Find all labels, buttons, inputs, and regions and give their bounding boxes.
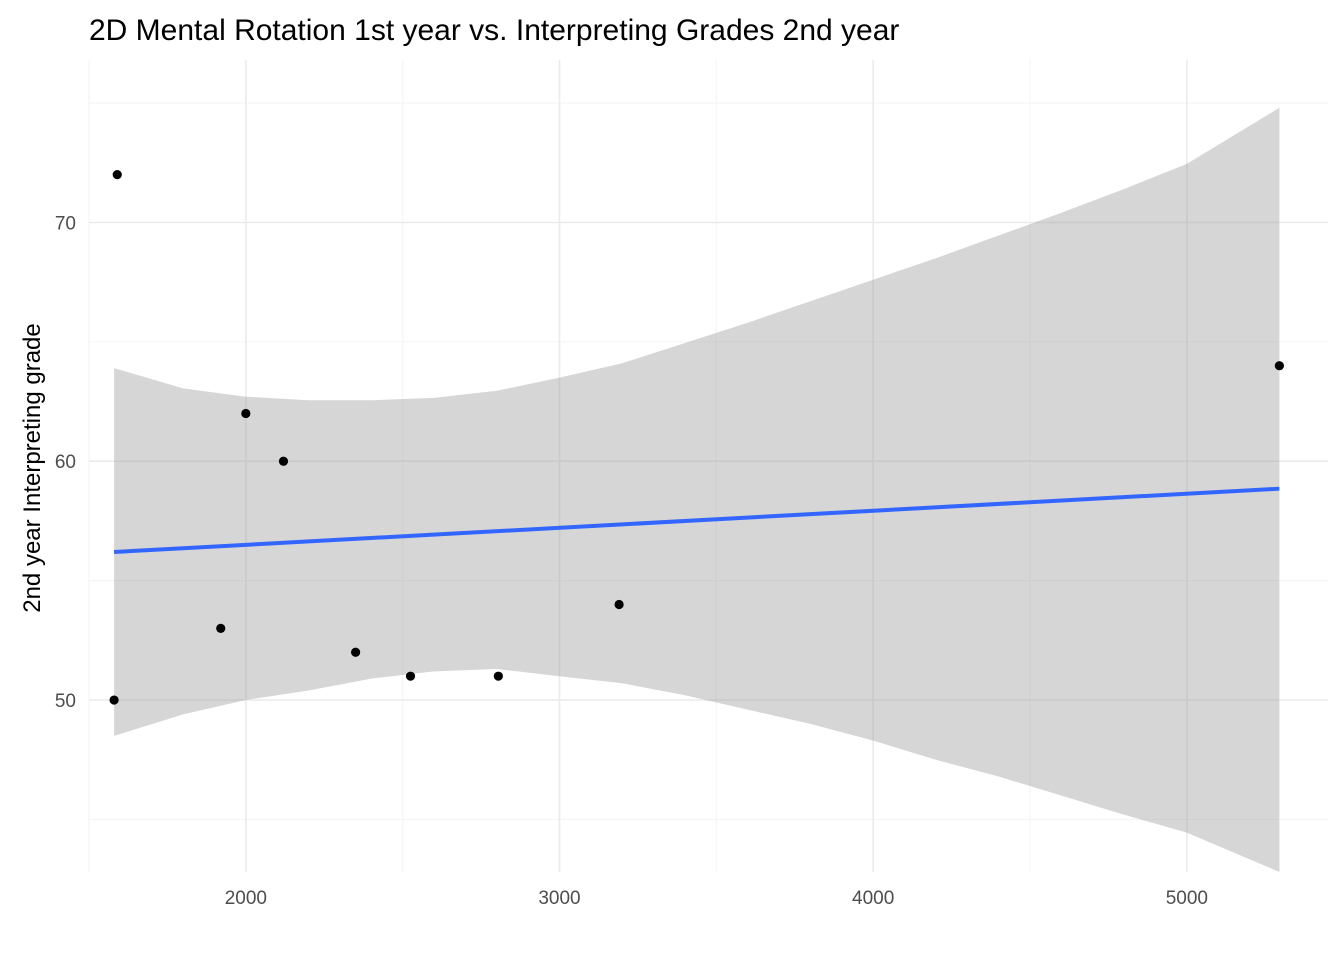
data-point bbox=[216, 623, 226, 634]
data-point bbox=[109, 695, 119, 705]
data-point bbox=[405, 671, 416, 681]
data-point bbox=[351, 647, 361, 657]
x-tick-label: 2000 bbox=[225, 888, 267, 909]
y-tick-label: 50 bbox=[55, 691, 76, 712]
x-tick-label: 5000 bbox=[1166, 888, 1208, 909]
confidence-band bbox=[114, 107, 1280, 873]
data-point bbox=[614, 599, 624, 610]
major-grid bbox=[89, 60, 1328, 872]
confidence-band-layer bbox=[114, 107, 1280, 873]
fit-line-layer bbox=[113, 486, 1280, 554]
regression-line bbox=[113, 486, 1280, 554]
y-tick-label: 60 bbox=[55, 452, 76, 473]
data-point bbox=[493, 671, 503, 681]
data-point bbox=[241, 408, 251, 419]
x-tick-labels: 2000 3000 4000 5000 bbox=[225, 888, 1208, 909]
data-point bbox=[1274, 361, 1284, 371]
points-layer bbox=[109, 170, 1284, 705]
minor-grid bbox=[88, 60, 1328, 872]
data-point bbox=[112, 170, 122, 180]
y-tick-label: 70 bbox=[55, 213, 76, 234]
y-axis-label: 2nd year Interpreting grade bbox=[19, 323, 46, 613]
y-tick-labels: 50 60 70 bbox=[55, 213, 76, 712]
x-tick-label: 4000 bbox=[852, 888, 894, 909]
chart-title: 2D Mental Rotation 1st year vs. Interpre… bbox=[89, 14, 899, 47]
data-point bbox=[278, 456, 289, 466]
x-tick-label: 3000 bbox=[538, 888, 580, 909]
